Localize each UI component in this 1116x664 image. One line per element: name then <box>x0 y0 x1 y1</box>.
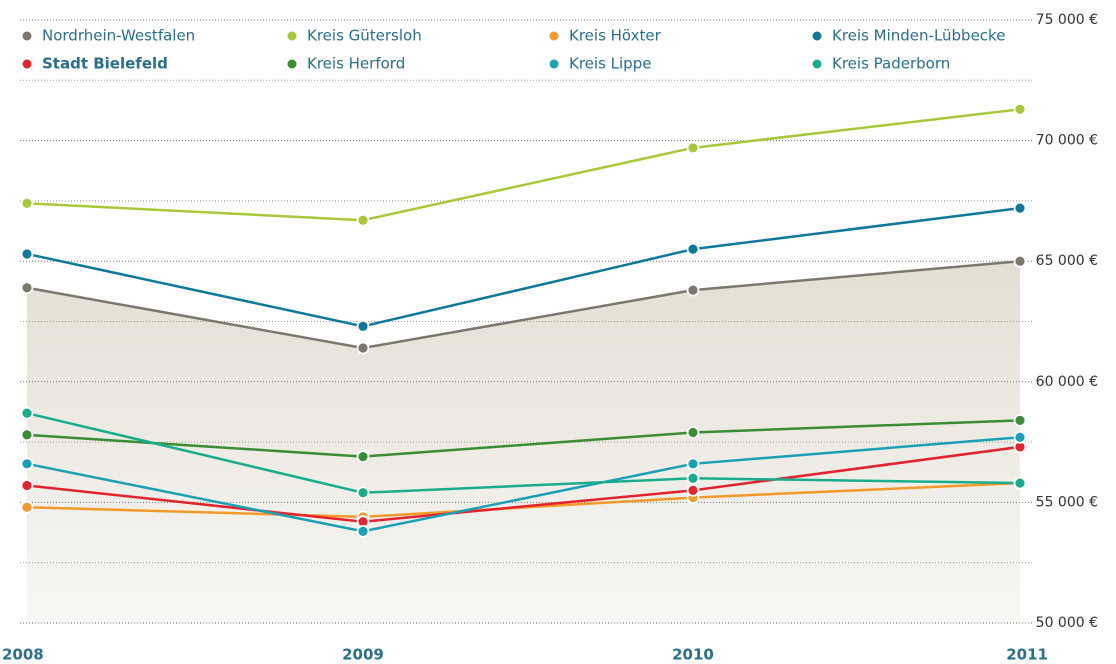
point <box>356 486 370 500</box>
legend-marker <box>812 31 822 41</box>
legend-label: Nordrhein-Westfalen <box>42 27 195 45</box>
legend-marker <box>812 59 822 69</box>
y-tick-label: 65 000 € <box>1036 253 1098 269</box>
point <box>20 281 34 295</box>
point <box>20 500 34 514</box>
point <box>356 341 370 355</box>
point <box>356 524 370 538</box>
point <box>1013 254 1027 268</box>
point <box>1013 201 1027 215</box>
point <box>686 483 700 497</box>
point <box>686 141 700 155</box>
point <box>1013 476 1027 490</box>
legend-label: Kreis Herford <box>307 55 405 73</box>
legend-marker <box>549 31 559 41</box>
x-tick-label: 2010 <box>672 646 714 664</box>
point <box>20 196 34 210</box>
line <box>26 206 1021 328</box>
point <box>686 426 700 439</box>
legend-marker <box>287 31 297 41</box>
line <box>26 445 1021 523</box>
point <box>20 428 34 442</box>
x-tick-label: 2009 <box>342 646 384 664</box>
legend-label: Stadt Bielefeld <box>42 55 168 73</box>
point <box>1013 102 1027 116</box>
point <box>20 479 34 492</box>
legend-label: Kreis Paderborn <box>832 55 950 73</box>
legend-marker <box>287 59 297 69</box>
point <box>1013 430 1027 444</box>
point <box>686 242 700 256</box>
legend-marker <box>22 59 32 69</box>
point <box>1013 413 1027 427</box>
y-tick-label: 75 000 € <box>1036 12 1098 28</box>
x-tick-label: 2011 <box>1006 646 1048 664</box>
y-tick-label: 55 000 € <box>1036 494 1098 510</box>
legend-marker <box>22 31 32 41</box>
point <box>20 457 34 471</box>
x-tick-label: 2008 <box>2 646 44 664</box>
point <box>686 471 700 485</box>
legend-label: Kreis Minden-Lübbecke <box>832 27 1005 45</box>
point <box>356 450 370 463</box>
legend-label: Kreis Lippe <box>569 55 651 73</box>
point <box>20 406 34 420</box>
legend-marker <box>549 59 559 69</box>
legend-label: Kreis Höxter <box>569 27 662 45</box>
y-tick-label: 60 000 € <box>1036 374 1098 390</box>
line <box>26 108 1021 222</box>
point <box>356 319 370 333</box>
line <box>26 436 1021 533</box>
point <box>686 457 700 471</box>
legend-label: Kreis Gütersloh <box>307 27 422 45</box>
line <box>26 419 1021 458</box>
point <box>686 283 700 297</box>
point <box>356 213 370 227</box>
line <box>26 411 1021 495</box>
point <box>20 247 34 261</box>
line <box>26 259 1021 350</box>
y-tick-label: 70 000 € <box>1036 133 1098 149</box>
y-tick-label: 50 000 € <box>1036 615 1098 631</box>
area <box>27 261 1020 623</box>
